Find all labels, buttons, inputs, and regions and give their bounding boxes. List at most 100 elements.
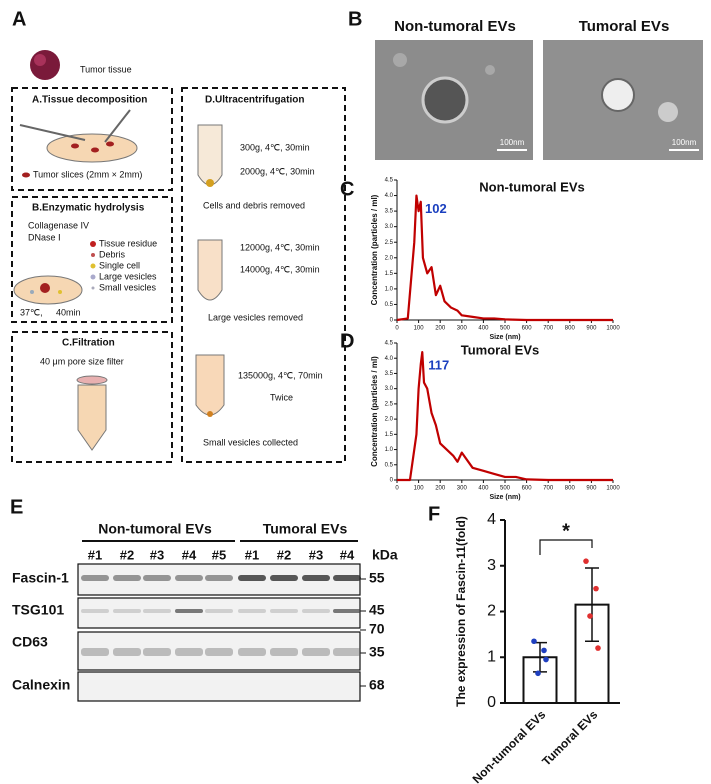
lane-label: #3 <box>309 547 323 562</box>
y-tick-label: 3.5 <box>385 209 394 215</box>
spin: 135000g, 4℃, 70min <box>238 370 323 380</box>
y-tick-label: 0 <box>487 694 496 711</box>
data-point <box>543 656 549 663</box>
lane-label: #1 <box>245 547 259 562</box>
panel-label: F <box>428 503 440 525</box>
band <box>333 648 361 656</box>
band <box>270 575 298 581</box>
chart-title: Tumoral EVs <box>461 342 540 357</box>
chart-title: Non-tumoral EVs <box>479 179 584 194</box>
lane-label: #2 <box>277 547 291 562</box>
marker-label: 68 <box>369 677 385 693</box>
x-tick-label: 500 <box>500 486 511 492</box>
lane-label: #2 <box>120 547 134 562</box>
band <box>113 648 141 656</box>
legend-icon <box>90 274 96 280</box>
band <box>113 609 141 613</box>
micrograph-title: Non-tumoral EVs <box>394 18 516 35</box>
dish <box>46 133 138 163</box>
band <box>143 575 171 581</box>
band <box>238 648 266 656</box>
x-tick-label: 0 <box>395 326 399 332</box>
slice <box>106 141 114 147</box>
y-tick-label: 4.0 <box>385 356 394 362</box>
spin: 2000g, 4℃, 30min <box>240 166 315 176</box>
y-tick-label: 4.5 <box>385 341 394 347</box>
panel-label: E <box>10 496 23 518</box>
x-axis-label: Size (nm) <box>489 494 520 501</box>
micrographs: Non-tumoral EVs Tumoral EVs 100nm 100nm <box>375 18 703 160</box>
band <box>143 648 171 656</box>
y-tick-label: 4.5 <box>385 178 394 184</box>
band <box>175 575 203 581</box>
tube <box>197 239 223 301</box>
peak-label: 117 <box>428 358 449 373</box>
band <box>143 609 171 613</box>
x-tick-label: 1000 <box>606 326 620 332</box>
step-box <box>11 196 173 323</box>
data-point <box>583 558 589 564</box>
scale-label: 100nm <box>500 138 525 147</box>
lane-label: #4 <box>182 547 197 562</box>
legend-label: Debris <box>99 249 126 259</box>
temperature: 37℃, <box>20 307 43 317</box>
western-blot: Non-tumoral EVs Tumoral EVs kDa Fascin-1… <box>12 521 398 702</box>
band <box>175 648 203 656</box>
legend-icon <box>90 263 96 269</box>
y-tick-label: 2.0 <box>385 417 394 423</box>
x-tick-label: 400 <box>478 326 489 332</box>
y-tick-label: 2.5 <box>385 401 394 407</box>
vesicle <box>485 65 495 75</box>
slice-label: Tumor slices (2mm × 2mm) <box>33 169 142 179</box>
legend-label: Large vesicles <box>99 271 157 281</box>
protein-label: Calnexin <box>12 677 70 693</box>
result: Cells and debris removed <box>203 200 305 210</box>
band <box>302 609 330 613</box>
panel-label: D <box>340 330 354 352</box>
step-title: B.Enzymatic hydrolysis <box>32 203 145 214</box>
x-tick-label: 900 <box>586 486 597 492</box>
lane-label: #4 <box>340 547 355 562</box>
marker-label: 45 <box>369 602 385 618</box>
y-tick-label: 0 <box>390 318 394 324</box>
x-tick-label: 700 <box>543 486 554 492</box>
result: Large vesicles removed <box>208 312 303 322</box>
marker-label: 55 <box>369 570 385 586</box>
spin: 14000g, 4℃, 30min <box>240 264 320 274</box>
y-tick-label: 3.0 <box>385 386 394 392</box>
step-title: A.Tissue decomposition <box>32 95 147 106</box>
band <box>238 609 266 613</box>
legend-label: Tissue residue <box>99 238 157 248</box>
panel-label: B <box>348 8 362 30</box>
residue <box>40 283 50 293</box>
y-tick-label: 1.5 <box>385 432 394 438</box>
y-axis-label: Concentration (particles / ml) <box>370 356 379 467</box>
slice-icon <box>22 172 30 178</box>
error-bar <box>585 567 599 642</box>
band <box>113 575 141 581</box>
lane-label: #1 <box>88 547 102 562</box>
peak-label: 102 <box>425 201 447 216</box>
pellet <box>207 411 213 417</box>
spin: Twice <box>270 392 293 402</box>
data-point <box>535 670 541 677</box>
size-distribution <box>397 351 613 482</box>
step-box <box>11 331 173 463</box>
scissors <box>19 124 86 141</box>
result: Small vesicles collected <box>203 437 298 447</box>
band <box>81 575 109 581</box>
x-tick-label: 200 <box>435 326 446 332</box>
tube <box>197 124 223 186</box>
band <box>302 648 330 656</box>
x-tick-label: 200 <box>435 486 446 492</box>
lane-label: #5 <box>212 547 226 562</box>
x-tick-label: 700 <box>543 326 554 332</box>
marker-label: 35 <box>369 644 385 660</box>
scalpel <box>104 109 131 143</box>
slice <box>91 147 99 153</box>
x-tick-label: 900 <box>586 326 597 332</box>
x-tick-label: 800 <box>565 326 576 332</box>
filter <box>76 375 108 385</box>
protein-label: Fascin-1 <box>12 570 69 586</box>
band <box>205 648 233 656</box>
